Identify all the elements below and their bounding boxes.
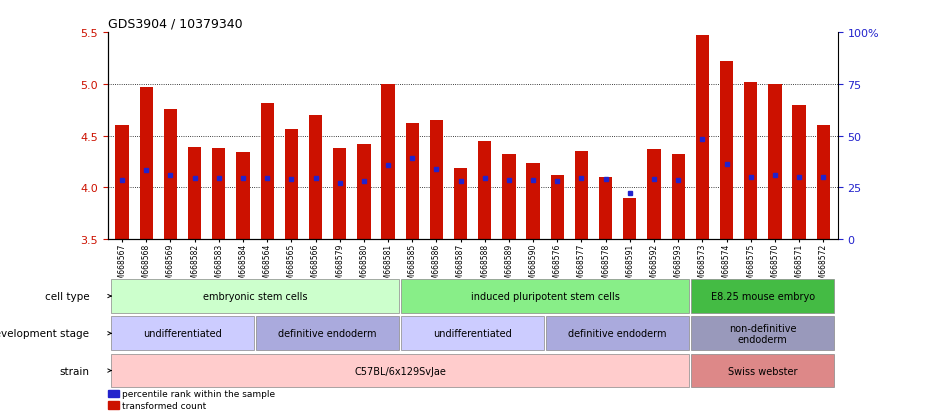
Bar	[256, 317, 399, 350]
Bar	[260, 103, 274, 240]
Bar	[575, 152, 588, 240]
Text: definitive endoderm: definitive endoderm	[568, 328, 667, 339]
Bar	[111, 280, 399, 313]
Bar	[547, 317, 689, 350]
Bar	[695, 36, 709, 240]
Text: induced pluripotent stem cells: induced pluripotent stem cells	[471, 291, 620, 301]
Text: Swiss webster: Swiss webster	[728, 366, 797, 376]
Bar	[111, 317, 254, 350]
Bar	[816, 126, 830, 240]
Bar	[382, 85, 395, 240]
Bar	[648, 150, 661, 240]
Bar	[212, 149, 226, 240]
Bar	[358, 145, 371, 240]
Bar	[768, 85, 782, 240]
Bar	[402, 317, 544, 350]
Bar	[333, 149, 346, 240]
Bar	[111, 354, 689, 387]
Bar	[720, 62, 733, 240]
Bar	[309, 116, 322, 240]
Text: definitive endoderm: definitive endoderm	[278, 328, 377, 339]
Bar	[599, 178, 612, 240]
Bar	[671, 155, 685, 240]
Text: cell type: cell type	[45, 291, 90, 301]
Text: strain: strain	[59, 366, 90, 376]
Text: C57BL/6x129SvJae: C57BL/6x129SvJae	[354, 366, 446, 376]
Bar	[744, 83, 757, 240]
Bar	[430, 121, 443, 240]
Bar	[692, 354, 834, 387]
Bar	[405, 124, 419, 240]
Text: GDS3904 / 10379340: GDS3904 / 10379340	[108, 17, 242, 31]
Bar	[115, 126, 129, 240]
Bar	[550, 176, 564, 240]
Text: percentile rank within the sample: percentile rank within the sample	[122, 389, 275, 398]
Bar	[285, 130, 298, 240]
Text: embryonic stem cells: embryonic stem cells	[203, 291, 307, 301]
Bar	[526, 163, 540, 240]
Text: transformed count: transformed count	[122, 401, 206, 410]
Text: undifferentiated: undifferentiated	[143, 328, 222, 339]
Bar	[478, 141, 491, 240]
Bar	[692, 280, 834, 313]
Bar	[402, 280, 689, 313]
Text: development stage: development stage	[0, 328, 90, 339]
Text: non-definitive
endoderm: non-definitive endoderm	[729, 323, 797, 344]
Text: E8.25 mouse embryo: E8.25 mouse embryo	[710, 291, 815, 301]
Bar	[188, 148, 201, 240]
Bar	[793, 105, 806, 240]
Bar	[139, 88, 153, 240]
Bar	[503, 155, 516, 240]
Bar	[692, 317, 834, 350]
Bar	[164, 109, 177, 240]
Bar	[454, 168, 467, 240]
Bar	[623, 198, 636, 240]
Bar	[237, 153, 250, 240]
Text: undifferentiated: undifferentiated	[433, 328, 512, 339]
